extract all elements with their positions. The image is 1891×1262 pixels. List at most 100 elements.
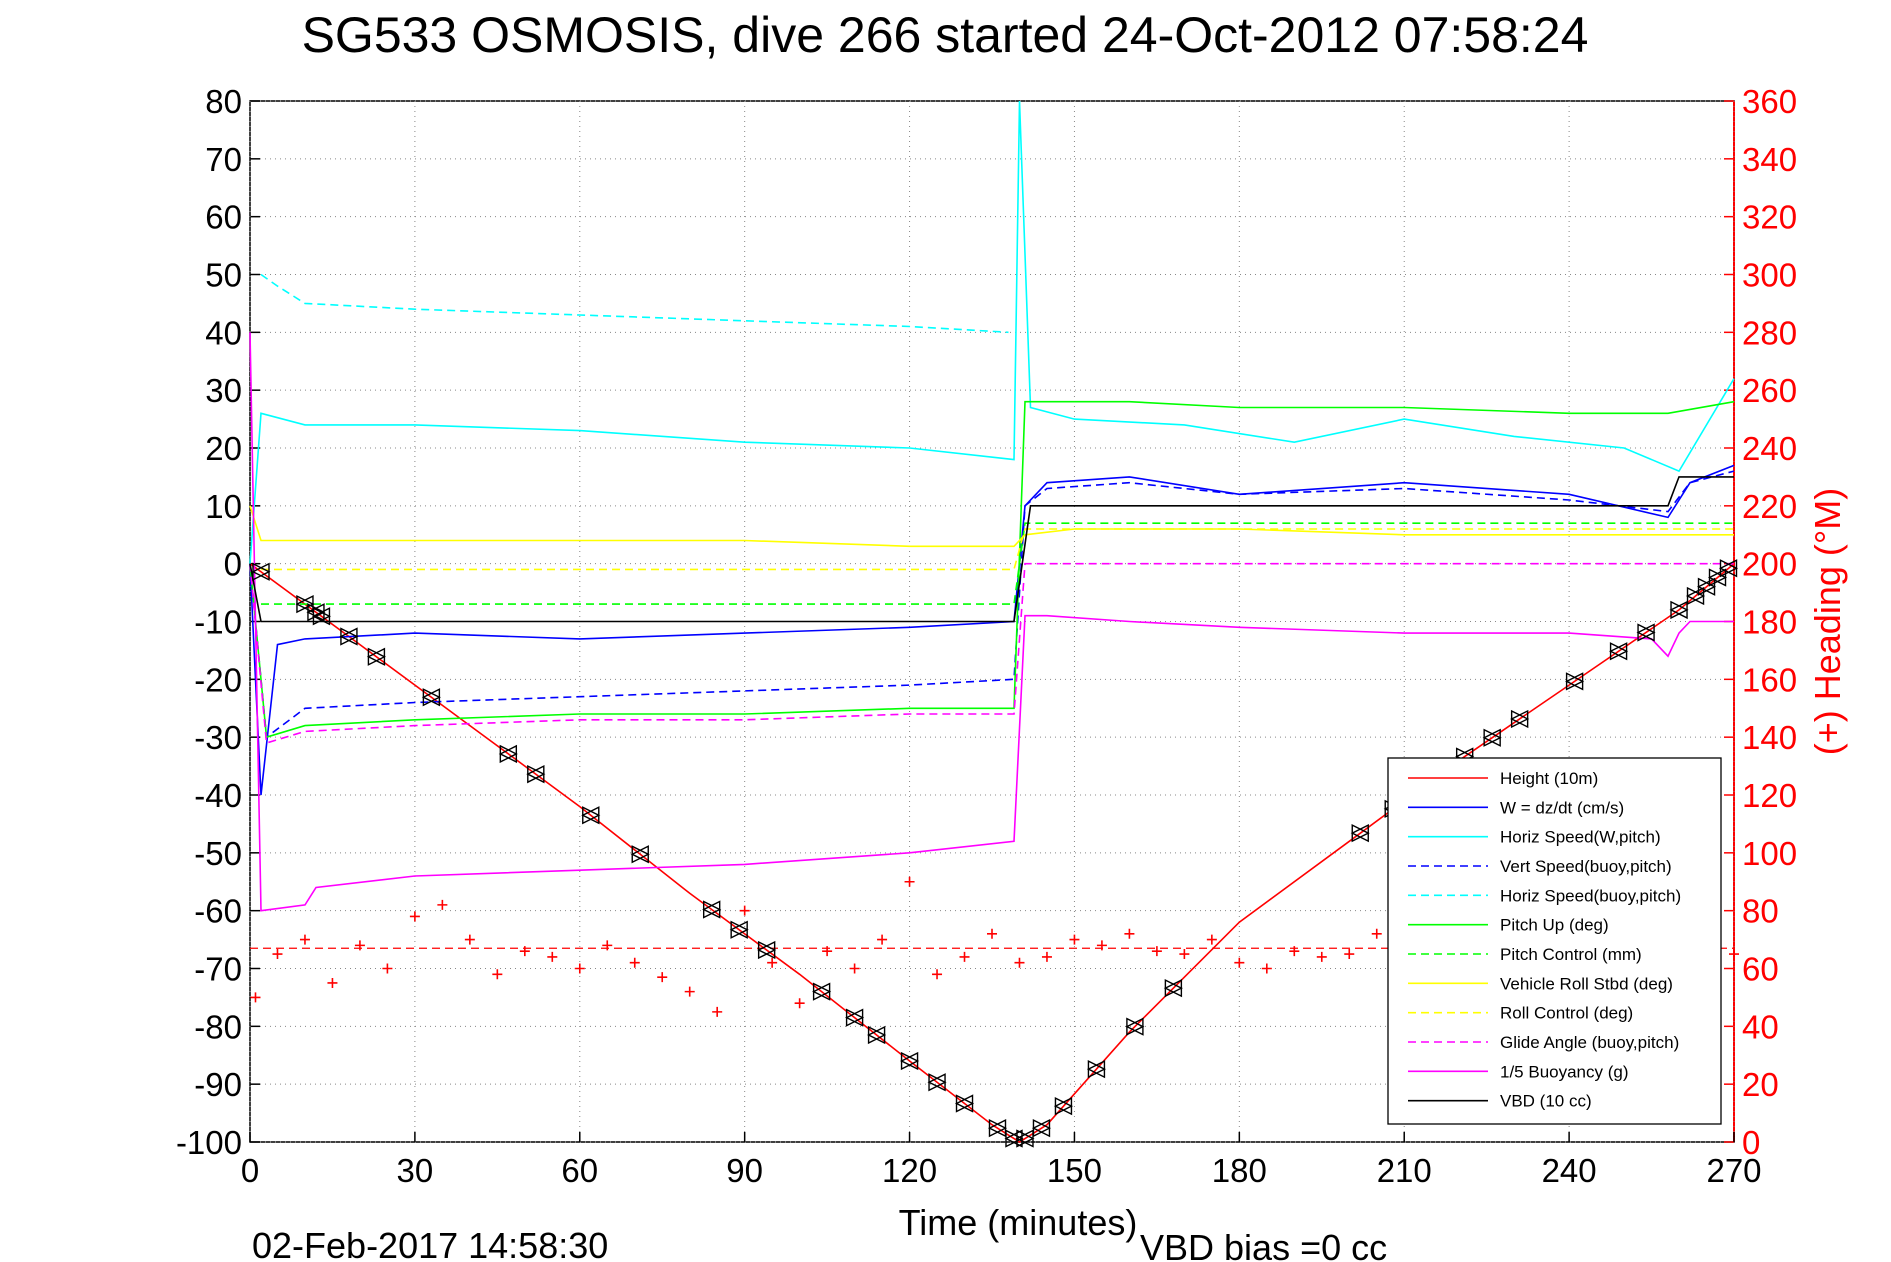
series-line-9: [249, 562, 1734, 745]
heading-point: [437, 899, 448, 910]
depth-marker: [1636, 623, 1656, 642]
heading-point: [409, 911, 420, 922]
y-tick-label: -30: [194, 719, 242, 756]
heading-point: [959, 951, 970, 962]
series-lines: [249, 100, 1735, 1143]
y-tick-label: 60: [205, 199, 242, 236]
legend-box: [1387, 757, 1722, 1125]
y2-tick-label: 140: [1742, 719, 1797, 756]
legend-label: Pitch Up (deg): [1500, 916, 1609, 935]
heading-point: [657, 972, 668, 983]
y-tick-label: -20: [194, 661, 242, 698]
series-line-3: [249, 470, 1735, 739]
x-tick-label: 240: [1542, 1152, 1597, 1189]
legend-item: Height (10m): [1408, 769, 1598, 788]
legend-item: Horiz Speed(W,pitch): [1408, 828, 1661, 847]
depth-marker: [1053, 1097, 1074, 1116]
heading-point: [712, 1006, 723, 1017]
heading-point: [932, 969, 943, 980]
legend-item: Pitch Up (deg): [1408, 916, 1609, 935]
y-tick-label: 80: [205, 83, 242, 120]
depth-marker: [421, 688, 441, 707]
depth-marker: [1086, 1059, 1106, 1079]
heading-point: [547, 951, 558, 962]
chart-title: SG533 OSMOSIS, dive 266 started 24-Oct-2…: [302, 7, 1589, 63]
legend: Height (10m) W = dz/dt (cm/s) Horiz Speed(…: [1387, 757, 1722, 1125]
depth-marker: [1125, 1017, 1145, 1036]
y-tick-label: -80: [194, 1008, 242, 1045]
x-axis-ticks: 0 30 60 90 120 150 180 210 240 270: [241, 1152, 1762, 1189]
series-line-8: [261, 528, 1734, 571]
legend-label: Roll Control (deg): [1500, 1004, 1633, 1023]
depth-marker: [295, 595, 315, 614]
heading-point: [1729, 949, 1739, 960]
heading-point: [767, 957, 778, 968]
heading-point: [1371, 928, 1382, 939]
legend-item: Vert Speed(buoy,pitch): [1408, 857, 1672, 876]
heading-point: [794, 998, 805, 1009]
y2-tick-label: 20: [1742, 1066, 1779, 1103]
heading-point: [1261, 963, 1272, 974]
depth-marker: [1696, 577, 1717, 596]
legend-item: Horiz Speed(buoy,pitch): [1408, 886, 1681, 905]
depth-marker: [845, 1008, 865, 1027]
heading-point: [1041, 951, 1052, 962]
heading-point: [849, 963, 860, 974]
heading-point: [1289, 946, 1300, 957]
x-tick-label: 120: [882, 1152, 937, 1189]
legend-item: Glide Angle (buoy,pitch): [1408, 1033, 1679, 1052]
depth-marker: [954, 1094, 975, 1113]
y2-tick-label: 280: [1742, 314, 1797, 351]
y-tick-label: -40: [194, 777, 242, 814]
depth-marker: [366, 647, 386, 666]
legend-label: W = dz/dt (cm/s): [1500, 798, 1624, 817]
heading-point: [1316, 951, 1327, 962]
y-axis-ticks: 80 70 60 50 40 30 20 10 0 -10 -20 -30 -40 -50 -60 -70 -8…: [176, 83, 242, 1161]
y2-tick-label: 120: [1742, 777, 1797, 814]
heading-point: [327, 977, 338, 988]
heading-point: [904, 876, 915, 887]
legend-label: Horiz Speed(buoy,pitch): [1500, 886, 1681, 905]
x-tick-label: 270: [1706, 1152, 1761, 1189]
depth-marker: [899, 1051, 920, 1071]
heading-point: [272, 949, 283, 960]
depth-marker: [1510, 709, 1530, 729]
legend-item: W = dz/dt (cm/s): [1408, 798, 1624, 817]
y2-tick-label: 60: [1742, 951, 1779, 988]
heading-point: [382, 963, 393, 974]
y2-tick-label: 200: [1742, 546, 1797, 583]
depth-marker: [1565, 672, 1585, 691]
series-line-4: [260, 273, 1009, 334]
y2-tick-label: 240: [1742, 430, 1797, 467]
heading-point: [464, 934, 475, 945]
heading-point: [1234, 957, 1245, 968]
heading-point: [602, 940, 613, 951]
heading-point: [987, 928, 997, 939]
depth-marker: [339, 627, 359, 646]
heading-point: [1069, 934, 1080, 945]
y2-tick-label: 220: [1742, 488, 1797, 525]
y-tick-label: -50: [194, 835, 242, 872]
y2-axis-ticks: 3603403203002802602402202001801601401201…: [1742, 83, 1797, 1161]
footer-vbd-bias: VBD bias =0 cc: [1140, 1227, 1387, 1262]
legend-item: Vehicle Roll Stbd (deg): [1408, 974, 1673, 993]
y2-tick-label: 340: [1742, 141, 1797, 178]
depth-marker: [498, 744, 518, 764]
heading-point: [1096, 940, 1107, 951]
legend-item: 1/5 Buoyancy (g): [1408, 1062, 1629, 1081]
heading-point: [1206, 934, 1217, 945]
depth-marker: [630, 845, 650, 864]
y2-tick-label: 180: [1742, 604, 1797, 641]
x-tick-label: 90: [726, 1152, 763, 1189]
heading-point: [739, 905, 750, 916]
y-tick-label: -100: [176, 1124, 242, 1161]
heading-point: [574, 963, 585, 974]
heading-point: [877, 934, 888, 945]
depth-markers: [251, 559, 1739, 1148]
depth-marker: [1350, 824, 1370, 843]
legend-label: 1/5 Buoyancy (g): [1500, 1062, 1629, 1081]
legend-label: Height (10m): [1500, 769, 1598, 788]
legend-label: Vert Speed(buoy,pitch): [1500, 857, 1672, 876]
series-line-10: [249, 332, 1734, 912]
